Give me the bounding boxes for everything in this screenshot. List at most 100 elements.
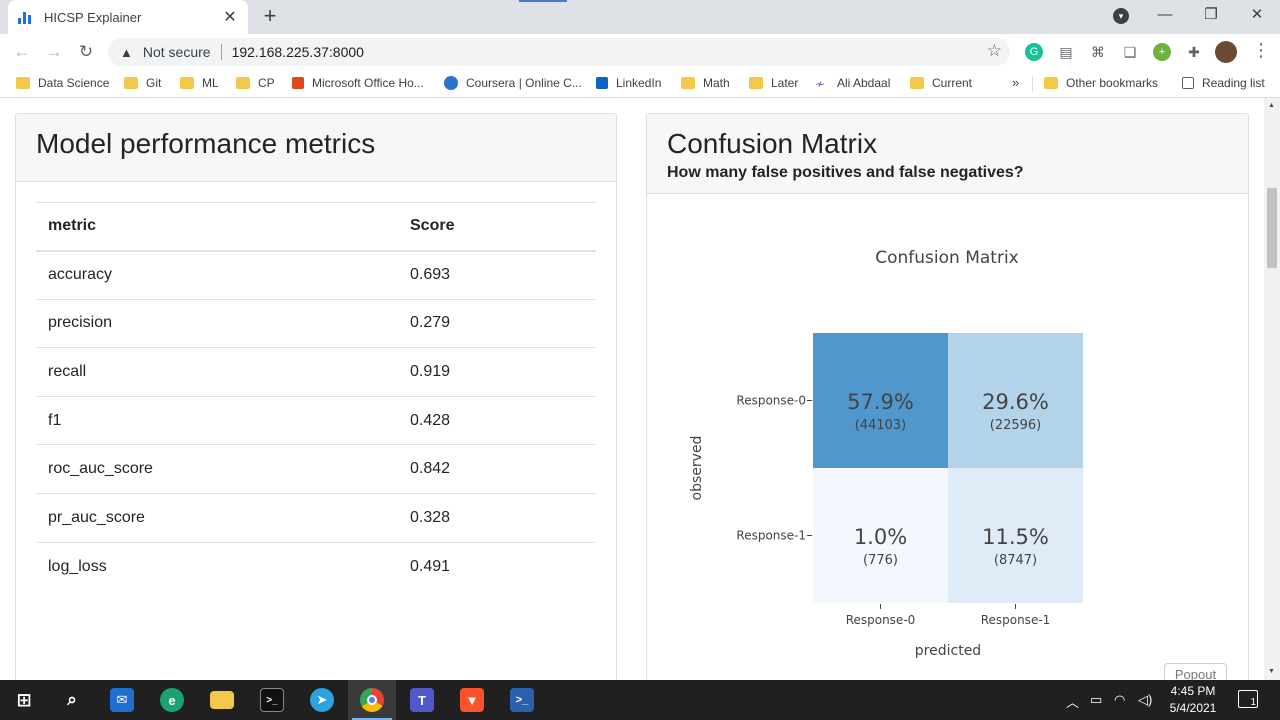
scroll-thumb[interactable] [1267, 188, 1277, 268]
mail-app[interactable]: ✉ [98, 680, 146, 720]
x-axis-label: predicted [915, 643, 981, 659]
bookmark-cp[interactable]: CP [236, 76, 275, 90]
table-row: precision 0.279 [36, 299, 596, 349]
scroll-down-icon[interactable]: ▼ [1268, 668, 1275, 675]
teams-app[interactable]: T [398, 680, 446, 720]
close-icon[interactable]: ✕ [223, 9, 237, 26]
metric-score: 0.279 [398, 299, 596, 349]
cell-count-label: (22596) [990, 418, 1042, 433]
linkedin-icon [596, 77, 608, 89]
new-tab-button[interactable]: + [263, 3, 277, 28]
menu-icon[interactable]: ⋮ [1252, 40, 1270, 60]
mail-icon: ✉ [110, 688, 134, 712]
address-bar[interactable]: ▲ Not secure 192.168.225.37:8000 ☆ [108, 38, 1010, 66]
tab-strip: HICSP Explainer ✕ + ▾ — ❐ ✕ [0, 0, 1280, 34]
reload-button[interactable]: ↻ [78, 42, 94, 61]
security-label[interactable]: Not secure [142, 44, 211, 60]
heatmap-cell [948, 468, 1083, 603]
powershell-app[interactable]: >_ [498, 680, 546, 720]
grammarly-icon[interactable]: G [1025, 43, 1043, 61]
copy-icon[interactable]: ❏ [1123, 44, 1137, 60]
notification-icon[interactable]: 1 [1238, 690, 1258, 708]
confusion-matrix-chart[interactable]: Confusion Matrix 57.9% (44103) 29.6% (22596)… [647, 194, 1248, 680]
confusion-card-title: Confusion Matrix [667, 128, 878, 159]
folder-icon [210, 691, 234, 709]
volume-icon[interactable]: ◁) [1138, 692, 1153, 707]
cell-percent-label: 29.6% [982, 390, 1049, 414]
telegram-app[interactable]: ➤ [298, 680, 346, 720]
heatmap-cell [813, 468, 948, 603]
metric-score: 0.428 [398, 396, 596, 446]
coursera-icon [444, 76, 458, 90]
heatmap-cell [948, 333, 1083, 468]
terminal-app[interactable]: >_ [248, 680, 296, 720]
metric-score: 0.919 [398, 347, 596, 397]
telegram-icon: ➤ [310, 688, 334, 712]
chevron-up-icon[interactable]: ︿ [1066, 695, 1080, 710]
tab-search-icon[interactable]: ▾ [1113, 8, 1129, 24]
edge-icon: e [160, 688, 184, 712]
book-icon[interactable]: ▤ [1059, 44, 1073, 60]
star-icon[interactable]: ☆ [986, 41, 1002, 60]
forward-button[interactable]: → [45, 42, 63, 61]
clock-time: 4:45 PM [1170, 684, 1216, 698]
confusion-card-subtitle: How many false positives and false negat… [667, 164, 1024, 181]
close-window-button[interactable]: ✕ [1250, 6, 1264, 23]
cell-percent-label: 1.0% [854, 525, 907, 549]
column-header-score: Score [398, 202, 596, 252]
other-bookmarks[interactable]: Other bookmarks [1044, 76, 1158, 90]
bookmark-current[interactable]: Current [910, 76, 972, 90]
table-row: accuracy 0.693 [36, 250, 596, 300]
battery-icon[interactable]: ▭ [1090, 692, 1103, 707]
scroll-up-icon[interactable]: ▲ [1268, 102, 1275, 109]
cell-count-label: (776) [863, 553, 898, 568]
bookmark-git[interactable]: Git [124, 76, 161, 90]
warning-icon[interactable]: ▲ [120, 44, 133, 60]
back-button[interactable]: ← [13, 42, 31, 61]
terminal-icon: >_ [260, 688, 284, 712]
bookmark-data-science[interactable]: Data Science [16, 76, 109, 90]
plus-extension-icon[interactable]: + [1153, 43, 1171, 61]
bookmarks-bar: Data Science Git ML CP Microsoft Office … [0, 70, 1280, 98]
browser-tab[interactable]: HICSP Explainer ✕ [8, 0, 248, 34]
bookmark-coursera[interactable]: Coursera | Online C... [444, 76, 582, 90]
x-tick-label: Response-0 [846, 613, 916, 627]
cell-count-label: (44103) [855, 418, 907, 433]
confusion-card: Confusion Matrix How many false positive… [646, 113, 1249, 680]
file-explorer-app[interactable] [198, 680, 246, 720]
more-bookmarks-button[interactable]: » [1012, 75, 1020, 90]
page-scrollbar[interactable]: ▲ ▼ [1264, 98, 1280, 680]
bar-chart-icon [18, 10, 32, 24]
page-content: Model performance metrics metric Score a… [0, 98, 1264, 680]
restore-button[interactable]: ❐ [1204, 6, 1218, 23]
edge-app[interactable]: e [148, 680, 196, 720]
metric-name: accuracy [36, 250, 398, 300]
bookmark-ml[interactable]: ML [180, 76, 219, 90]
minimize-button[interactable]: — [1157, 6, 1173, 23]
metrics-card-header: Model performance metrics [16, 114, 616, 182]
url-text[interactable]: 192.168.225.37:8000 [231, 44, 364, 60]
bookmark-math[interactable]: Math [681, 76, 730, 90]
taskbar-clock[interactable]: 4:45 PM 5/4/2021 [1160, 683, 1226, 717]
search-button[interactable]: ⌕ [48, 680, 96, 720]
bookmark-ali-abdaal[interactable]: ≁ Ali Abdaal [815, 76, 891, 91]
folder-icon [16, 77, 30, 89]
code-icon[interactable]: ⌘ [1091, 44, 1105, 60]
start-button[interactable]: ⊞ [0, 680, 48, 720]
table-row: recall 0.919 [36, 347, 596, 397]
bookmark-office[interactable]: Microsoft Office Ho... [292, 76, 424, 90]
puzzle-icon[interactable]: ✚ [1188, 44, 1200, 60]
search-icon: ⌕ [67, 690, 77, 709]
teams-icon: T [410, 688, 434, 712]
chrome-app[interactable] [348, 680, 396, 720]
taskbar: ⊞ ⌕ ✉ e >_ ➤ T ▼ >_ ︿ ▭ ◠ ◁) 4:45 PM 5/4… [0, 680, 1280, 720]
reading-list[interactable]: Reading list [1182, 76, 1265, 90]
browser-toolbar: ← → ↻ ▲ Not secure 192.168.225.37:8000 ☆… [0, 34, 1280, 70]
bookmark-linkedin[interactable]: LinkedIn [596, 76, 661, 90]
bookmark-later[interactable]: Later [749, 76, 798, 90]
brave-app[interactable]: ▼ [448, 680, 496, 720]
avatar[interactable] [1215, 41, 1237, 63]
wifi-icon[interactable]: ◠ [1114, 692, 1126, 707]
tab-title: HICSP Explainer [44, 9, 142, 25]
x-tick-label: Response-1 [981, 613, 1051, 627]
